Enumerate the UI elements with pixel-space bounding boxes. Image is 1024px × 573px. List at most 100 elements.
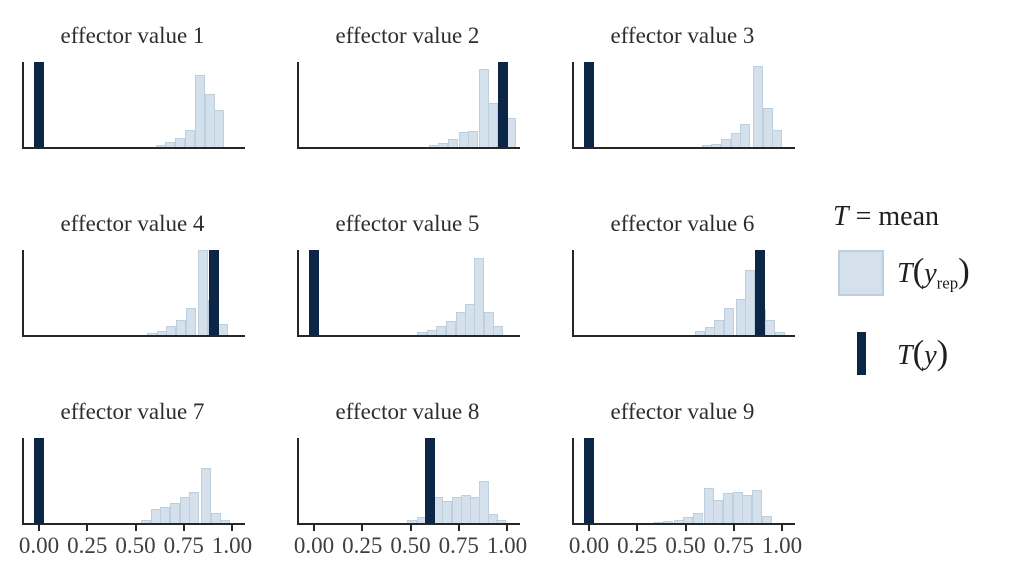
panel-title: effector value 2 — [335, 23, 480, 48]
panel-title: effector value 5 — [335, 211, 480, 236]
histogram-bar — [426, 330, 437, 335]
histogram-bar — [694, 331, 705, 335]
panel-title: effector value 9 — [610, 399, 755, 424]
histogram-bar — [474, 258, 484, 335]
t-y-bar — [34, 438, 44, 523]
legend-swatch-t-y — [857, 332, 866, 375]
histogram-bar — [451, 497, 462, 523]
histogram-bar — [455, 312, 466, 335]
histogram-bar — [210, 513, 221, 523]
t-y-bar — [208, 250, 219, 335]
x-axis-tick-label: 0.00 — [293, 533, 335, 558]
legend-title: T = mean — [833, 200, 939, 234]
histogram-bar — [179, 497, 190, 523]
histogram-bar — [189, 492, 200, 523]
histogram-bar — [693, 513, 704, 523]
histogram-bar — [458, 132, 469, 147]
histogram-bar — [436, 326, 447, 335]
histogram-bar — [195, 75, 206, 147]
histogram-bar — [204, 94, 215, 147]
plot-area: 0.00 0.25 0.50 0.75 1.00 — [569, 438, 802, 558]
x-axis-tick-label: 0.25 — [67, 533, 108, 558]
x-axis-tick-label: 0.75 — [438, 533, 479, 558]
histogram-bar — [663, 521, 674, 523]
histogram-bar — [723, 308, 734, 335]
x-axis-tick-label: 1.00 — [486, 533, 528, 558]
histogram-bar — [730, 133, 741, 147]
panel-title: effector value 1 — [60, 23, 205, 48]
x-axis-tick-label: 1.00 — [761, 533, 803, 558]
plot-area — [22, 250, 245, 337]
t-y-bar — [309, 250, 319, 335]
histogram-bar — [428, 145, 439, 147]
histogram-bar — [765, 320, 776, 335]
rep-subscript: rep — [936, 273, 959, 293]
plot-area: 0.00 0.25 0.50 0.75 1.00 — [19, 438, 252, 558]
histogram-bar — [170, 503, 181, 523]
x-axis-tick — [231, 525, 233, 531]
histogram-bar — [732, 492, 743, 523]
histogram-bar — [722, 493, 733, 523]
histogram-bar — [185, 308, 196, 335]
plot-area — [297, 62, 520, 149]
t-y-bar — [424, 438, 435, 523]
histogram-bar — [751, 490, 762, 523]
histogram-bar — [438, 143, 449, 147]
histogram-bar — [711, 144, 722, 147]
histogram-bar — [673, 520, 684, 523]
histogram-bar — [488, 103, 499, 147]
histogram-bar — [703, 488, 714, 523]
x-axis-tick — [361, 525, 364, 531]
x-axis-tick-label: 0.50 — [115, 533, 156, 558]
histogram-bar — [184, 130, 195, 147]
histogram-bar — [478, 481, 489, 523]
histogram-bar — [775, 332, 786, 335]
histogram-bar — [468, 131, 479, 147]
t-y-bar — [584, 438, 594, 523]
histogram-bar — [174, 138, 185, 147]
histogram-bar — [218, 324, 229, 335]
histogram-bar — [772, 130, 783, 147]
plot-area — [22, 62, 245, 149]
histogram-bar — [745, 270, 756, 335]
histogram-bar — [156, 331, 167, 335]
histogram-bar — [487, 514, 498, 523]
histogram-bar — [714, 320, 725, 335]
x-axis-tick-label: 1.00 — [211, 533, 253, 558]
plot-area — [572, 250, 795, 337]
x-axis-tick — [636, 525, 639, 531]
histogram-bar — [740, 124, 751, 147]
x-axis-tick-label: 0.25 — [342, 533, 383, 558]
legend-swatch-t-yrep — [838, 250, 884, 296]
plot-area — [572, 62, 795, 149]
panel-title: effector value 3 — [610, 23, 755, 48]
x-axis-tick — [38, 525, 40, 531]
histogram-bar — [200, 468, 211, 523]
stat-definition — [849, 201, 856, 232]
x-axis-tick — [409, 525, 412, 531]
histogram-bar — [483, 312, 494, 335]
x-axis-tick — [182, 525, 185, 531]
histogram-bar — [166, 326, 177, 335]
x-axis-tick-label: 0.50 — [390, 533, 431, 558]
close-paren: ) — [958, 251, 970, 290]
legend-label-t-yrep: T(yrep) — [897, 246, 970, 309]
legend-label-t-y: T(y) — [897, 328, 948, 381]
x-axis-tick-label: 0.25 — [617, 533, 658, 558]
x-axis-tick — [313, 525, 315, 531]
x-axis-tick — [781, 525, 783, 531]
histogram-bar — [175, 320, 186, 335]
panel-title: effector value 8 — [335, 399, 480, 424]
histogram-bar — [683, 517, 694, 523]
histogram-bar — [214, 110, 225, 147]
histogram-bar — [761, 516, 772, 523]
panel-title: effector value 4 — [60, 211, 205, 236]
histogram-bar — [417, 332, 428, 335]
x-axis-tick-label: 0.00 — [18, 533, 60, 558]
histogram-bar — [478, 69, 489, 147]
t-y-bar — [498, 62, 509, 147]
histogram-bar — [165, 142, 176, 147]
histogram-bar — [713, 500, 724, 523]
histogram-bar — [493, 326, 504, 335]
histogram-bar — [446, 321, 457, 335]
